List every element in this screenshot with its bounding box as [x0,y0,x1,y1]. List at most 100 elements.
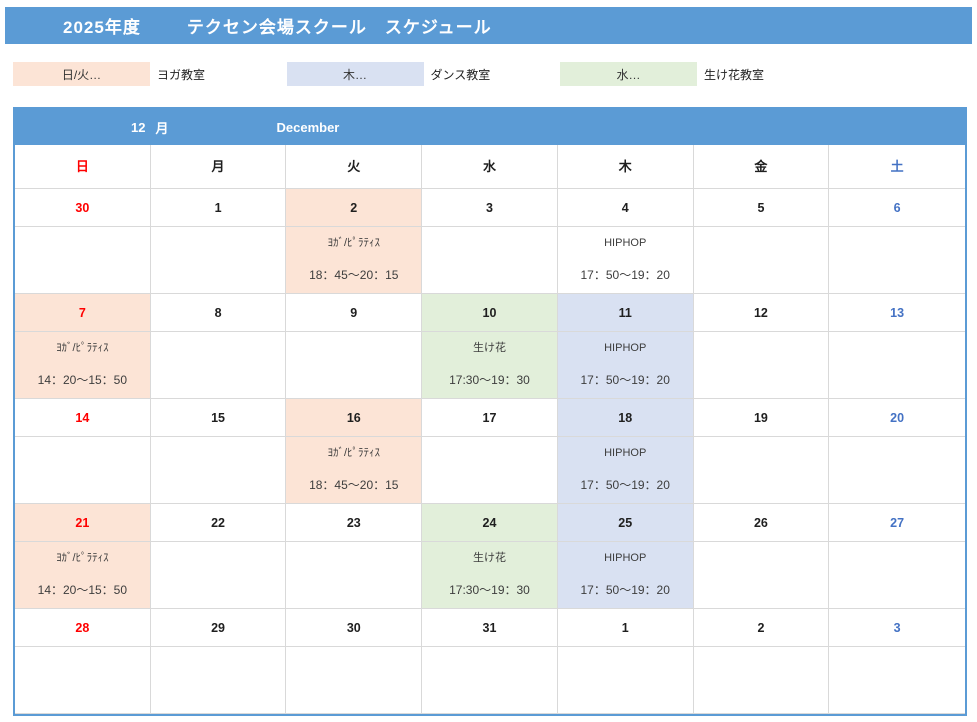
event-cell-empty [693,542,830,609]
legend-label-yoga: ヨガ教室 [157,67,206,82]
event-time: 17:30～19：30 [449,583,530,597]
date-cell: 29 [150,609,287,647]
event-time: 17：50～19：20 [580,478,670,492]
event-name: HIPHOP [604,552,647,564]
event-time: 17：50～19：20 [580,373,670,387]
event-cell-empty [693,332,830,399]
date-cell: 18 [557,399,694,437]
date-cell: 24 [422,504,558,542]
date-cell: 3 [829,609,965,647]
date-cell: 4 [557,189,694,227]
event-name: HIPHOP [604,237,647,249]
event-time: 18：45～20：15 [309,478,399,492]
date-cell: 25 [557,504,694,542]
legend-label-flower: 生け花教室 [704,67,765,82]
event-name: ﾖｶﾞ/ﾋﾟﾗﾃｨｽ [327,447,381,459]
event-name: HIPHOP [604,447,647,459]
event-cell-empty [829,332,965,399]
event-time: 17:30～19：30 [449,373,530,387]
date-cell: 6 [829,189,965,227]
date-cell: 9 [286,294,423,332]
event-cell-empty [422,437,558,504]
date-cell: 15 [150,399,287,437]
event-cell-empty [829,437,965,504]
event-time: 14：20～15：50 [37,373,128,387]
date-cell: 27 [829,504,965,542]
date-cell: 14 [15,399,151,437]
date-cell: 3 [422,189,558,227]
event-cell-empty [286,332,423,399]
event-cell-empty [15,437,151,504]
event-cell-empty [150,227,287,294]
event-cell: 生け花 17:30～19：30 [422,542,558,609]
date-cell: 2 [286,189,423,227]
date-cell: 10 [422,294,558,332]
date-cell: 21 [15,504,151,542]
event-cell-empty [693,437,830,504]
weekday-row: 日月火水木金土 [15,145,965,189]
legend-item-yoga: 日/火… ヨガ教室 [13,62,287,86]
event-cell-empty [693,647,830,714]
event-cell-empty [829,227,965,294]
event-cell: 生け花 17:30～19：30 [422,332,558,399]
legend-swatch-yoga: 日/火… [13,62,150,86]
event-cell: HIPHOP 17：50～19：20 [557,227,694,294]
event-name: 生け花 [472,342,506,354]
date-cell: 22 [150,504,287,542]
legend-item-dance: 木… ダンス教室 [286,62,561,86]
legend: 日/火… ヨガ教室 木… ダンス教室 水… 生け花教室 [13,62,967,86]
weekday-header-wd: 月 [150,145,287,189]
date-cell: 12 [693,294,830,332]
weekday-header-wd: 水 [422,145,558,189]
date-cell: 23 [286,504,423,542]
event-time: 17：50～19：20 [580,268,670,282]
weekday-header-wd: 金 [693,145,830,189]
event-cell-empty [15,647,151,714]
event-cell-empty [829,542,965,609]
event-cell-empty [829,647,965,714]
event-cell-empty [150,437,287,504]
date-cell: 30 [286,609,423,647]
event-cell-empty [15,227,151,294]
weekday-header-wd: 火 [286,145,423,189]
date-cell: 16 [286,399,423,437]
weekday-header-wd: 木 [557,145,694,189]
legend-item-flower: 水… 生け花教室 [560,62,834,86]
week-row: 21 22 23 24 25 26 27 ﾖｶﾞ/ﾋﾟﾗﾃｨｽ 14：20～15：50 生け花 17… [15,504,965,609]
legend-label-dance: ダンス教室 [430,67,491,82]
date-cell: 11 [557,294,694,332]
event-name: 生け花 [472,552,506,564]
date-cell: 13 [829,294,965,332]
event-time: 17：50～19：20 [580,583,670,597]
event-cell-empty [150,542,287,609]
page-title: テクセン会場スクール スケジュール [186,18,492,37]
event-cell: HIPHOP 17：50～19：20 [557,437,694,504]
date-cell: 8 [150,294,287,332]
event-cell-empty [557,647,694,714]
event-name: HIPHOP [604,342,647,354]
title-year: 2025年度 [63,18,141,37]
event-time: 14：20～15：50 [37,583,128,597]
title-bar: 2025年度 テクセン会場スクール スケジュール [5,7,972,44]
calendar-table: 12 月 December 日月火水木金土 30 1 2 3 4 5 6 ﾖｶﾞ/ﾋﾟﾗﾃｨｽ… [13,107,967,716]
month-number: 12 [131,119,146,135]
legend-swatch-dance: 木… [286,62,424,86]
date-cell: 5 [693,189,830,227]
event-cell-empty [693,227,830,294]
event-cell-empty [150,332,287,399]
legend-swatch-flower: 水… [560,62,697,86]
month-header: 12 月 December [15,109,965,145]
date-cell: 26 [693,504,830,542]
week-row: 28 29 30 31 1 2 3 [15,609,965,714]
event-cell-empty [286,647,423,714]
date-cell: 31 [422,609,558,647]
week-row: 7 8 9 10 11 12 13 ﾖｶﾞ/ﾋﾟﾗﾃｨｽ 14：20～15：50 生け花 17:30… [15,294,965,399]
event-time: 18：45～20：15 [309,268,399,282]
event-cell-empty [422,227,558,294]
event-cell-empty [422,647,558,714]
event-name: ﾖｶﾞ/ﾋﾟﾗﾃｨｽ [56,552,109,564]
weeks-container: 30 1 2 3 4 5 6 ﾖｶﾞ/ﾋﾟﾗﾃｨｽ 18：45～20：15 HIPHOP 17：50… [15,189,965,714]
date-cell: 28 [15,609,151,647]
month-suffix: 月 [155,120,169,136]
